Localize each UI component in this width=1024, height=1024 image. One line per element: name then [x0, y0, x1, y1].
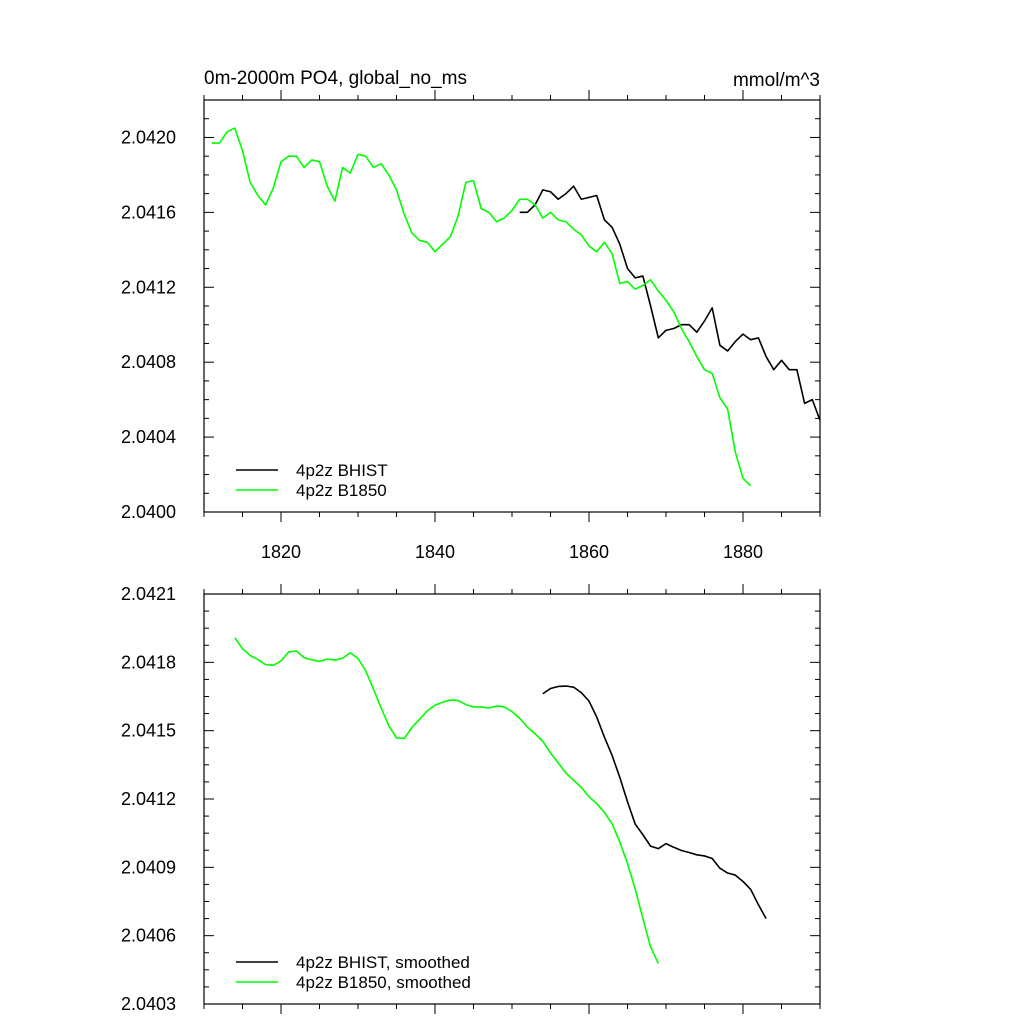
series-line-bhist: [542, 685, 767, 919]
y-tick-label: 2.0415: [121, 721, 176, 741]
plot-frame-2: [203, 593, 821, 1005]
legend-label: 4p2z BHIST: [296, 461, 388, 480]
y-tick-label: 2.0408: [121, 352, 176, 372]
y-tick-label: 2.0416: [121, 202, 176, 222]
units-label: mmol/m^3: [733, 70, 820, 91]
y-tick-label: 2.0409: [121, 857, 176, 877]
legend-label: 4p2z BHIST, smoothed: [296, 953, 470, 972]
y-tick-label: 2.0420: [121, 127, 176, 147]
y-tick-label: 2.0421: [121, 584, 176, 604]
y-tick-label: 2.0412: [121, 789, 176, 809]
x-tick-label: 1820: [261, 542, 301, 562]
series-line-b1850: [211, 127, 752, 487]
chart-title: 0m-2000m PO4, global_no_ms: [204, 68, 467, 89]
y-tick-label: 2.0400: [121, 502, 176, 522]
y-tick-label: 2.0412: [121, 277, 176, 297]
series-line-b1850: [234, 637, 660, 964]
y-tick-label: 2.0403: [121, 994, 176, 1014]
series-line-bhist: [519, 185, 821, 421]
legend-label: 4p2z B1850, smoothed: [296, 973, 471, 992]
y-tick-label: 2.0418: [121, 652, 176, 672]
y-tick-label: 2.0404: [121, 427, 176, 447]
plot-frame-1: [203, 99, 821, 513]
x-tick-label: 1860: [569, 542, 609, 562]
legend-label: 4p2z B1850: [296, 481, 387, 500]
y-tick-label: 2.0406: [121, 926, 176, 946]
x-tick-label: 1840: [415, 542, 455, 562]
x-tick-label: 1880: [723, 542, 763, 562]
